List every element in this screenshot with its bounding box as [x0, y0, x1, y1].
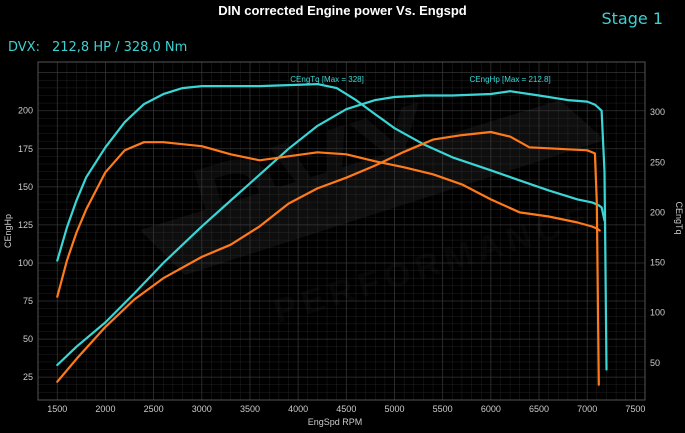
y-left-tick-label: 175 [18, 144, 33, 154]
x-tick-label: 5500 [433, 404, 453, 414]
x-axis-label: EngSpd RPM [308, 417, 363, 427]
plot-border [37, 61, 646, 401]
series-line-stock_power [56, 130, 600, 386]
x-tick-label: 4500 [336, 404, 356, 414]
x-tick-label: 3000 [192, 404, 212, 414]
x-tick-label: 1500 [47, 404, 67, 414]
stage-label: Stage 1 [601, 9, 664, 28]
y-right-tick-label: 50 [650, 358, 660, 368]
x-tick-label: 7000 [577, 404, 597, 414]
x-tick-label: 2500 [144, 404, 164, 414]
axis-ticks: 1500 2000 2500 3000 3500 4000 4500 5000 5500 6000… [18, 106, 665, 414]
y-right-tick-label: 150 [650, 258, 665, 268]
x-tick-label: 7500 [625, 404, 645, 414]
x-tick-label: 3500 [240, 404, 260, 414]
y-left-tick-label: 25 [23, 372, 33, 382]
annotations: CEngTq [Max = 328] CEngHp [Max = 212.8] [290, 75, 550, 84]
annotation-label: CEngHp [Max = 212.8] [470, 75, 551, 84]
series-line-tuned_power [56, 90, 608, 371]
watermark-brand: DVX [178, 77, 453, 277]
y-right-tick-label: 300 [650, 107, 665, 117]
y-left-tick-label: 125 [18, 220, 33, 230]
y-left-tick-label: 50 [23, 334, 33, 344]
y-left-tick-label: 100 [18, 258, 33, 268]
x-tick-label: 6000 [481, 404, 501, 414]
grid [38, 62, 645, 400]
y-right-tick-label: 200 [650, 207, 665, 217]
y-axis-label-right: CEngTq [674, 201, 684, 234]
y-left-tick-label: 150 [18, 182, 33, 192]
plot-frame [37, 61, 646, 401]
annotation-label: CEngTq [Max = 328] [290, 75, 364, 84]
x-tick-label: 6500 [529, 404, 549, 414]
y-right-tick-label: 250 [650, 157, 665, 167]
dvx-label: DVX: [8, 40, 40, 55]
series-line-stock_torque [56, 141, 601, 298]
x-tick-label: 2000 [95, 404, 115, 414]
series-group [56, 82, 608, 386]
series-line-tuned_torque [56, 82, 606, 262]
y-right-tick-label: 100 [650, 308, 665, 318]
dvx-value: 212,8 HP / 328,0 Nm [51, 40, 188, 55]
y-axis-label-left: CEngHp [3, 214, 13, 248]
x-tick-label: 4000 [288, 404, 308, 414]
y-left-tick-label: 200 [18, 106, 33, 116]
dvx-performance-watermark: DVX PERFORMANCE [140, 77, 605, 331]
y-left-tick-label: 75 [23, 296, 33, 306]
x-tick-label: 5000 [384, 404, 404, 414]
dvx-summary: DVX: 212,8 HP / 328,0 Nm [8, 40, 187, 55]
chart-title: DIN corrected Engine power Vs. Engspd [218, 3, 467, 18]
